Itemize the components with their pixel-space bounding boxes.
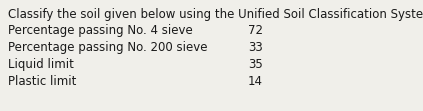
Text: Percentage passing No. 200 sieve: Percentage passing No. 200 sieve — [8, 41, 208, 54]
Text: Classify the soil given below using the Unified Soil Classification System.: Classify the soil given below using the … — [8, 8, 423, 21]
Text: 14: 14 — [248, 75, 263, 88]
Text: Liquid limit: Liquid limit — [8, 58, 74, 71]
Text: 35: 35 — [248, 58, 263, 71]
Text: 33: 33 — [248, 41, 263, 54]
Text: Plastic limit: Plastic limit — [8, 75, 77, 88]
Text: Percentage passing No. 4 sieve: Percentage passing No. 4 sieve — [8, 24, 193, 37]
Text: 72: 72 — [248, 24, 263, 37]
